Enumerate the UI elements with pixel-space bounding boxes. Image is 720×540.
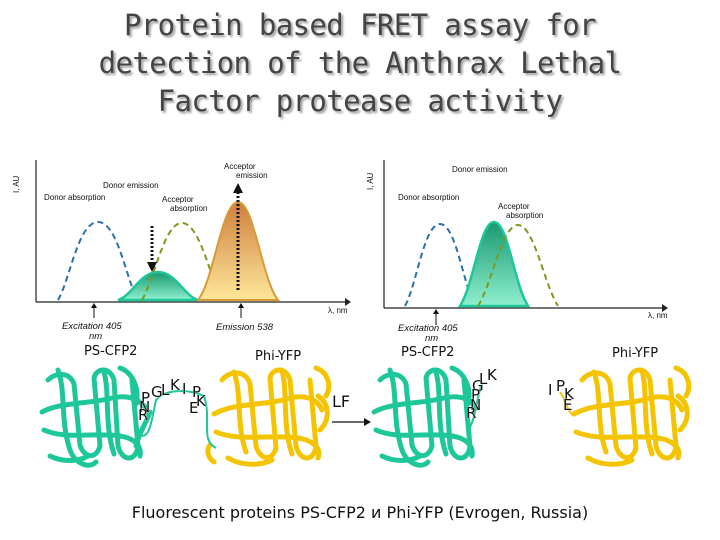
right-fragment-residue-r: R xyxy=(466,404,476,422)
right-fragment-residue-e: E xyxy=(563,396,572,414)
right-excitation-label: Excitation 405 nm xyxy=(398,323,460,344)
left-linker-residue-n: N xyxy=(139,398,150,416)
right-fragment-residue-l: L xyxy=(479,370,488,388)
right-x-axis-label: λ, nm xyxy=(648,311,668,320)
lf-arrowhead-icon xyxy=(364,418,371,426)
left-linker xyxy=(139,390,217,449)
left-donor-emission-curve xyxy=(117,270,199,302)
right-fragment-residue-k2: K xyxy=(564,385,575,403)
left-x-arrow-icon xyxy=(345,298,351,306)
left-acceptor-emission-arrowhead-icon xyxy=(233,183,243,193)
left-acceptor-absorption-word2: absorption xyxy=(170,204,207,213)
right-donor-protein-label: PS-CFP2 xyxy=(401,345,454,360)
left-linker-residue-p1: P xyxy=(141,389,150,407)
right-excitation-arrow-icon xyxy=(433,309,439,314)
left-emission-arrow-icon xyxy=(238,303,244,308)
left-acceptor-absorption-label: Acceptor absorption xyxy=(162,195,207,213)
left-linker-residue-r: R xyxy=(138,406,148,424)
right-donor-fragment xyxy=(467,383,483,431)
left-linker-residue-k2: K xyxy=(196,392,207,410)
left-linker-residue-i: I xyxy=(182,380,186,398)
left-emission-label: Emission 538 xyxy=(216,322,274,333)
left-donor-barrel xyxy=(39,365,153,468)
right-donor-emission-label: Donor emission xyxy=(452,165,508,174)
left-energy-transfer-arrowhead-icon xyxy=(147,262,157,272)
right-x-arrow-icon xyxy=(662,304,668,312)
right-fragment-residue-p2: P xyxy=(556,377,565,395)
left-x-axis-label: λ, nm xyxy=(328,306,348,315)
left-y-axis-label: I, AU xyxy=(12,175,21,193)
left-donor-absorption-label: Donor absorption xyxy=(44,193,105,202)
left-acceptor-emission-label: Acceptor emission xyxy=(224,162,268,180)
left-linker-residue-l: L xyxy=(161,381,170,399)
caption: Fluorescent proteins PS-CFP2 и Phi-YFP (… xyxy=(131,503,589,522)
right-donor-barrel xyxy=(371,365,479,468)
right-acceptor-fragment xyxy=(559,391,575,417)
right-acceptor-absorption-label: Acceptor absorption xyxy=(498,202,543,220)
left-linker-residue-k1: K xyxy=(170,376,181,394)
lf-label: LF xyxy=(332,392,350,411)
right-fragment-residue-n: N xyxy=(470,396,481,414)
right-acceptor-absorption-curve xyxy=(477,223,559,307)
right-fragment-residue-g: G xyxy=(472,377,484,395)
left-linker-residue-e: E xyxy=(189,399,198,417)
left-excitation-arrow-icon xyxy=(91,303,97,308)
left-acceptor-emission-curve xyxy=(195,200,281,301)
right-acceptor-barrel xyxy=(571,365,692,467)
right-spectrum-panel: I, AU λ, nm Donor emission Donor absorpt… xyxy=(366,160,668,344)
right-acceptor-protein-label: Phi-YFP xyxy=(612,346,658,361)
left-linker-residue-g: G xyxy=(151,383,163,401)
right-fragment-residue-i: I xyxy=(548,381,552,399)
lf-cleavage-arrow: LF xyxy=(332,392,371,426)
right-y-axis-label: I, AU xyxy=(366,172,375,190)
left-excitation-label: Excitation 405 nm xyxy=(62,321,124,342)
slide-title: Protein based FRET assay for detection o… xyxy=(98,8,622,118)
left-acceptor-protein-label: Phi-YFP xyxy=(255,349,301,364)
right-donor-absorption-label: Donor absorption xyxy=(398,193,459,202)
left-donor-protein-label: PS-CFP2 xyxy=(84,344,137,359)
right-donor-absorption-curve xyxy=(404,222,476,307)
left-spectrum-panel: I, AU λ, nm Donor emission Donor absorpt… xyxy=(12,160,351,342)
left-acceptor-barrel xyxy=(205,365,332,467)
right-fragment-residue-p: P xyxy=(471,386,480,404)
left-linker-residue-p2: P xyxy=(192,383,201,401)
left-fret-construct: PS-CFP2 Phi-YFP P G L xyxy=(39,344,332,468)
left-acceptor-absorption-word1: Acceptor xyxy=(162,195,194,204)
left-donor-absorption-curve xyxy=(57,220,139,301)
right-fragment-residue-k: K xyxy=(487,366,498,384)
left-donor-emission-label: Donor emission xyxy=(103,181,159,190)
right-cleaved-construct: PS-CFP2 Phi-YFP G L K P N R xyxy=(371,345,692,468)
